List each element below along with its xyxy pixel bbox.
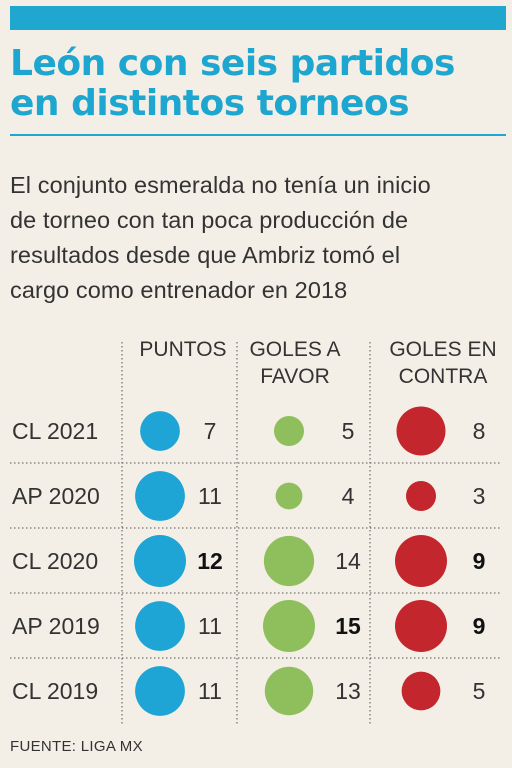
value-puntos: 11: [198, 483, 222, 509]
source-note: FUENTE: LIGA MX: [10, 738, 143, 755]
value-contra: 3: [473, 483, 486, 509]
intro-line-3: resultados desde que Ambriz tomó el: [10, 242, 401, 268]
value-favor: 15: [335, 613, 361, 639]
row-label: CL 2019: [12, 678, 98, 704]
bubble-table-chart: PUNTOS GOLES A FAVOR GOLES EN CONTRA CL 2021 7…: [10, 338, 502, 726]
column-header-puntos-line-1: PUNTOS: [139, 338, 226, 361]
value-puntos: 12: [197, 548, 223, 574]
bubble-favor: [264, 666, 314, 716]
bubble-contra: [395, 600, 447, 652]
top-accent-bar: [10, 6, 506, 30]
value-contra: 9: [473, 613, 486, 639]
row-label: CL 2020: [12, 548, 98, 574]
bubble-contra: [396, 406, 446, 456]
value-favor: 13: [335, 678, 361, 704]
column-header-favor-line-1: GOLES A: [249, 338, 340, 361]
bubble-puntos: [135, 471, 185, 521]
bubble-puntos: [140, 411, 180, 451]
bubble-puntos: [135, 601, 185, 651]
value-favor: 14: [335, 548, 361, 574]
bubble-puntos: [135, 666, 185, 716]
value-favor: 5: [342, 418, 355, 444]
page-title: León con seis partidos en distintos torn…: [10, 44, 506, 124]
source-label: FUENTE:: [10, 738, 77, 755]
intro-line-1: El conjunto esmeralda no tenía un inicio: [10, 172, 431, 198]
value-contra: 8: [473, 418, 486, 444]
bubble-favor: [275, 482, 303, 510]
bubble-puntos: [134, 535, 186, 587]
value-favor: 4: [342, 483, 355, 509]
bubble-favor: [263, 600, 315, 652]
value-contra: 5: [473, 678, 486, 704]
row-label: CL 2021: [12, 418, 98, 444]
value-puntos: 11: [198, 678, 222, 704]
value-puntos: 11: [198, 613, 222, 639]
column-header-contra-line-1: GOLES EN: [389, 338, 496, 361]
bubble-contra: [395, 535, 447, 587]
row-label: AP 2020: [12, 483, 100, 509]
title-divider: [10, 134, 506, 136]
bubble-favor: [273, 415, 305, 447]
bubble-contra: [405, 480, 437, 512]
row-label: AP 2019: [12, 613, 100, 639]
value-puntos: 7: [204, 418, 217, 444]
title-line-2: en distintos torneos: [10, 83, 410, 124]
bubble-favor: [263, 535, 315, 587]
intro-line-4: cargo como entrenador en 2018: [10, 277, 348, 303]
intro-text: El conjunto esmeralda no tenía un inicio…: [10, 168, 506, 308]
intro-line-2: de torneo con tan poca producción de: [10, 207, 409, 233]
title-line-1: León con seis partidos: [10, 43, 455, 84]
column-header-favor-line-2: FAVOR: [260, 365, 330, 388]
value-contra: 9: [473, 548, 486, 574]
column-header-contra-line-2: CONTRA: [399, 365, 488, 388]
source-value: LIGA MX: [80, 738, 143, 755]
bubble-contra: [401, 671, 441, 711]
